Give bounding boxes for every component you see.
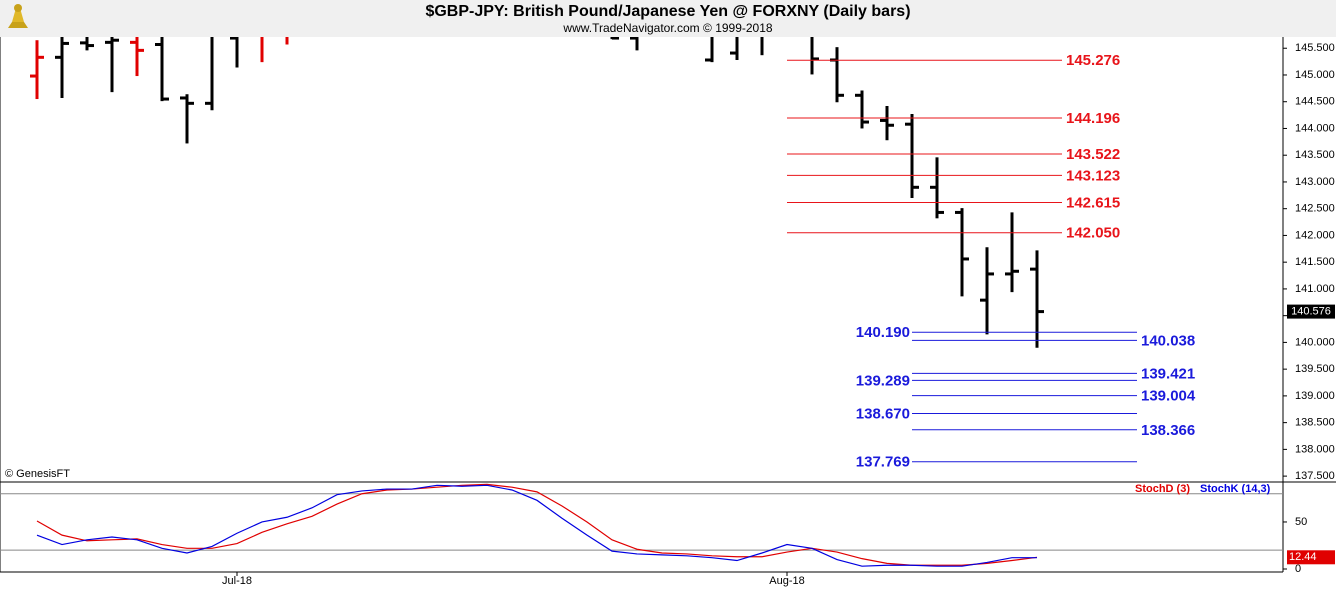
y-tick-label: 141.000 <box>1295 283 1335 295</box>
y-tick-label: 142.500 <box>1295 203 1335 215</box>
level-label: 140.190 <box>856 324 910 341</box>
stoch-line <box>36 484 1037 567</box>
title-bar <box>0 0 1336 37</box>
level-label: 142.050 <box>1066 225 1120 242</box>
level-label: 143.123 <box>1066 167 1120 184</box>
level-label: 139.421 <box>1141 365 1195 382</box>
level-label: 138.366 <box>1141 422 1195 439</box>
price-plot <box>30 37 1044 348</box>
chart-subtitle: www.TradeNavigator.com © 1999-2018 <box>562 21 772 35</box>
legend-entry: StochD (3) <box>1135 483 1190 495</box>
last-value-box <box>1287 550 1335 565</box>
level-label: 144.196 <box>1066 110 1120 127</box>
y-tick-label: 143.500 <box>1295 149 1335 161</box>
level-label: 145.276 <box>1066 52 1120 69</box>
level-label: 139.289 <box>856 372 910 389</box>
level-label: 139.004 <box>1141 388 1196 405</box>
last-price-label: 140.576 <box>1291 306 1331 318</box>
y-tick-label: 142.000 <box>1295 229 1335 241</box>
y-tick-label: 143.000 <box>1295 176 1335 188</box>
y-tick-label: 144.500 <box>1295 96 1335 108</box>
y-tick-label: 140.000 <box>1295 336 1335 348</box>
x-tick-label: Aug-18 <box>769 575 804 587</box>
y-tick-label: 145.500 <box>1295 42 1335 54</box>
y-tick-label: 144.000 <box>1295 122 1335 134</box>
legend-entry: StochK (14,3) <box>1200 483 1271 495</box>
annotation: © GenesisFT <box>5 468 70 480</box>
y-tick-label: 138.500 <box>1295 417 1335 429</box>
y-tick-label: 139.000 <box>1295 390 1335 402</box>
last-price-box <box>1287 304 1335 319</box>
level-label: 140.038 <box>1141 332 1195 349</box>
y-tick-label: 141.500 <box>1295 256 1335 268</box>
y-tick-label: 145.000 <box>1295 69 1335 81</box>
y-tick-label: 138.000 <box>1295 443 1335 455</box>
stoch-plot <box>0 483 1283 567</box>
last-value-label: 12.44 <box>1289 551 1317 563</box>
y-tick-label: 50 <box>1295 516 1307 528</box>
level-label: 142.615 <box>1066 195 1120 212</box>
overlay: 137.500 138.000 138.500 139.000 139.500 140.0… <box>222 42 1335 587</box>
y-tick-label: 0 <box>1295 563 1301 575</box>
logo <box>8 4 28 28</box>
level-label: 138.670 <box>856 406 910 423</box>
level-label: 143.522 <box>1066 146 1120 163</box>
x-tick-label: Jul-18 <box>222 575 252 587</box>
level-label: 137.769 <box>856 454 910 471</box>
chart-title: $GBP-JPY: British Pound/Japanese Yen @ F… <box>425 3 910 20</box>
y-tick-label: 137.500 <box>1295 470 1335 482</box>
y-tick-label: 139.500 <box>1295 363 1335 375</box>
